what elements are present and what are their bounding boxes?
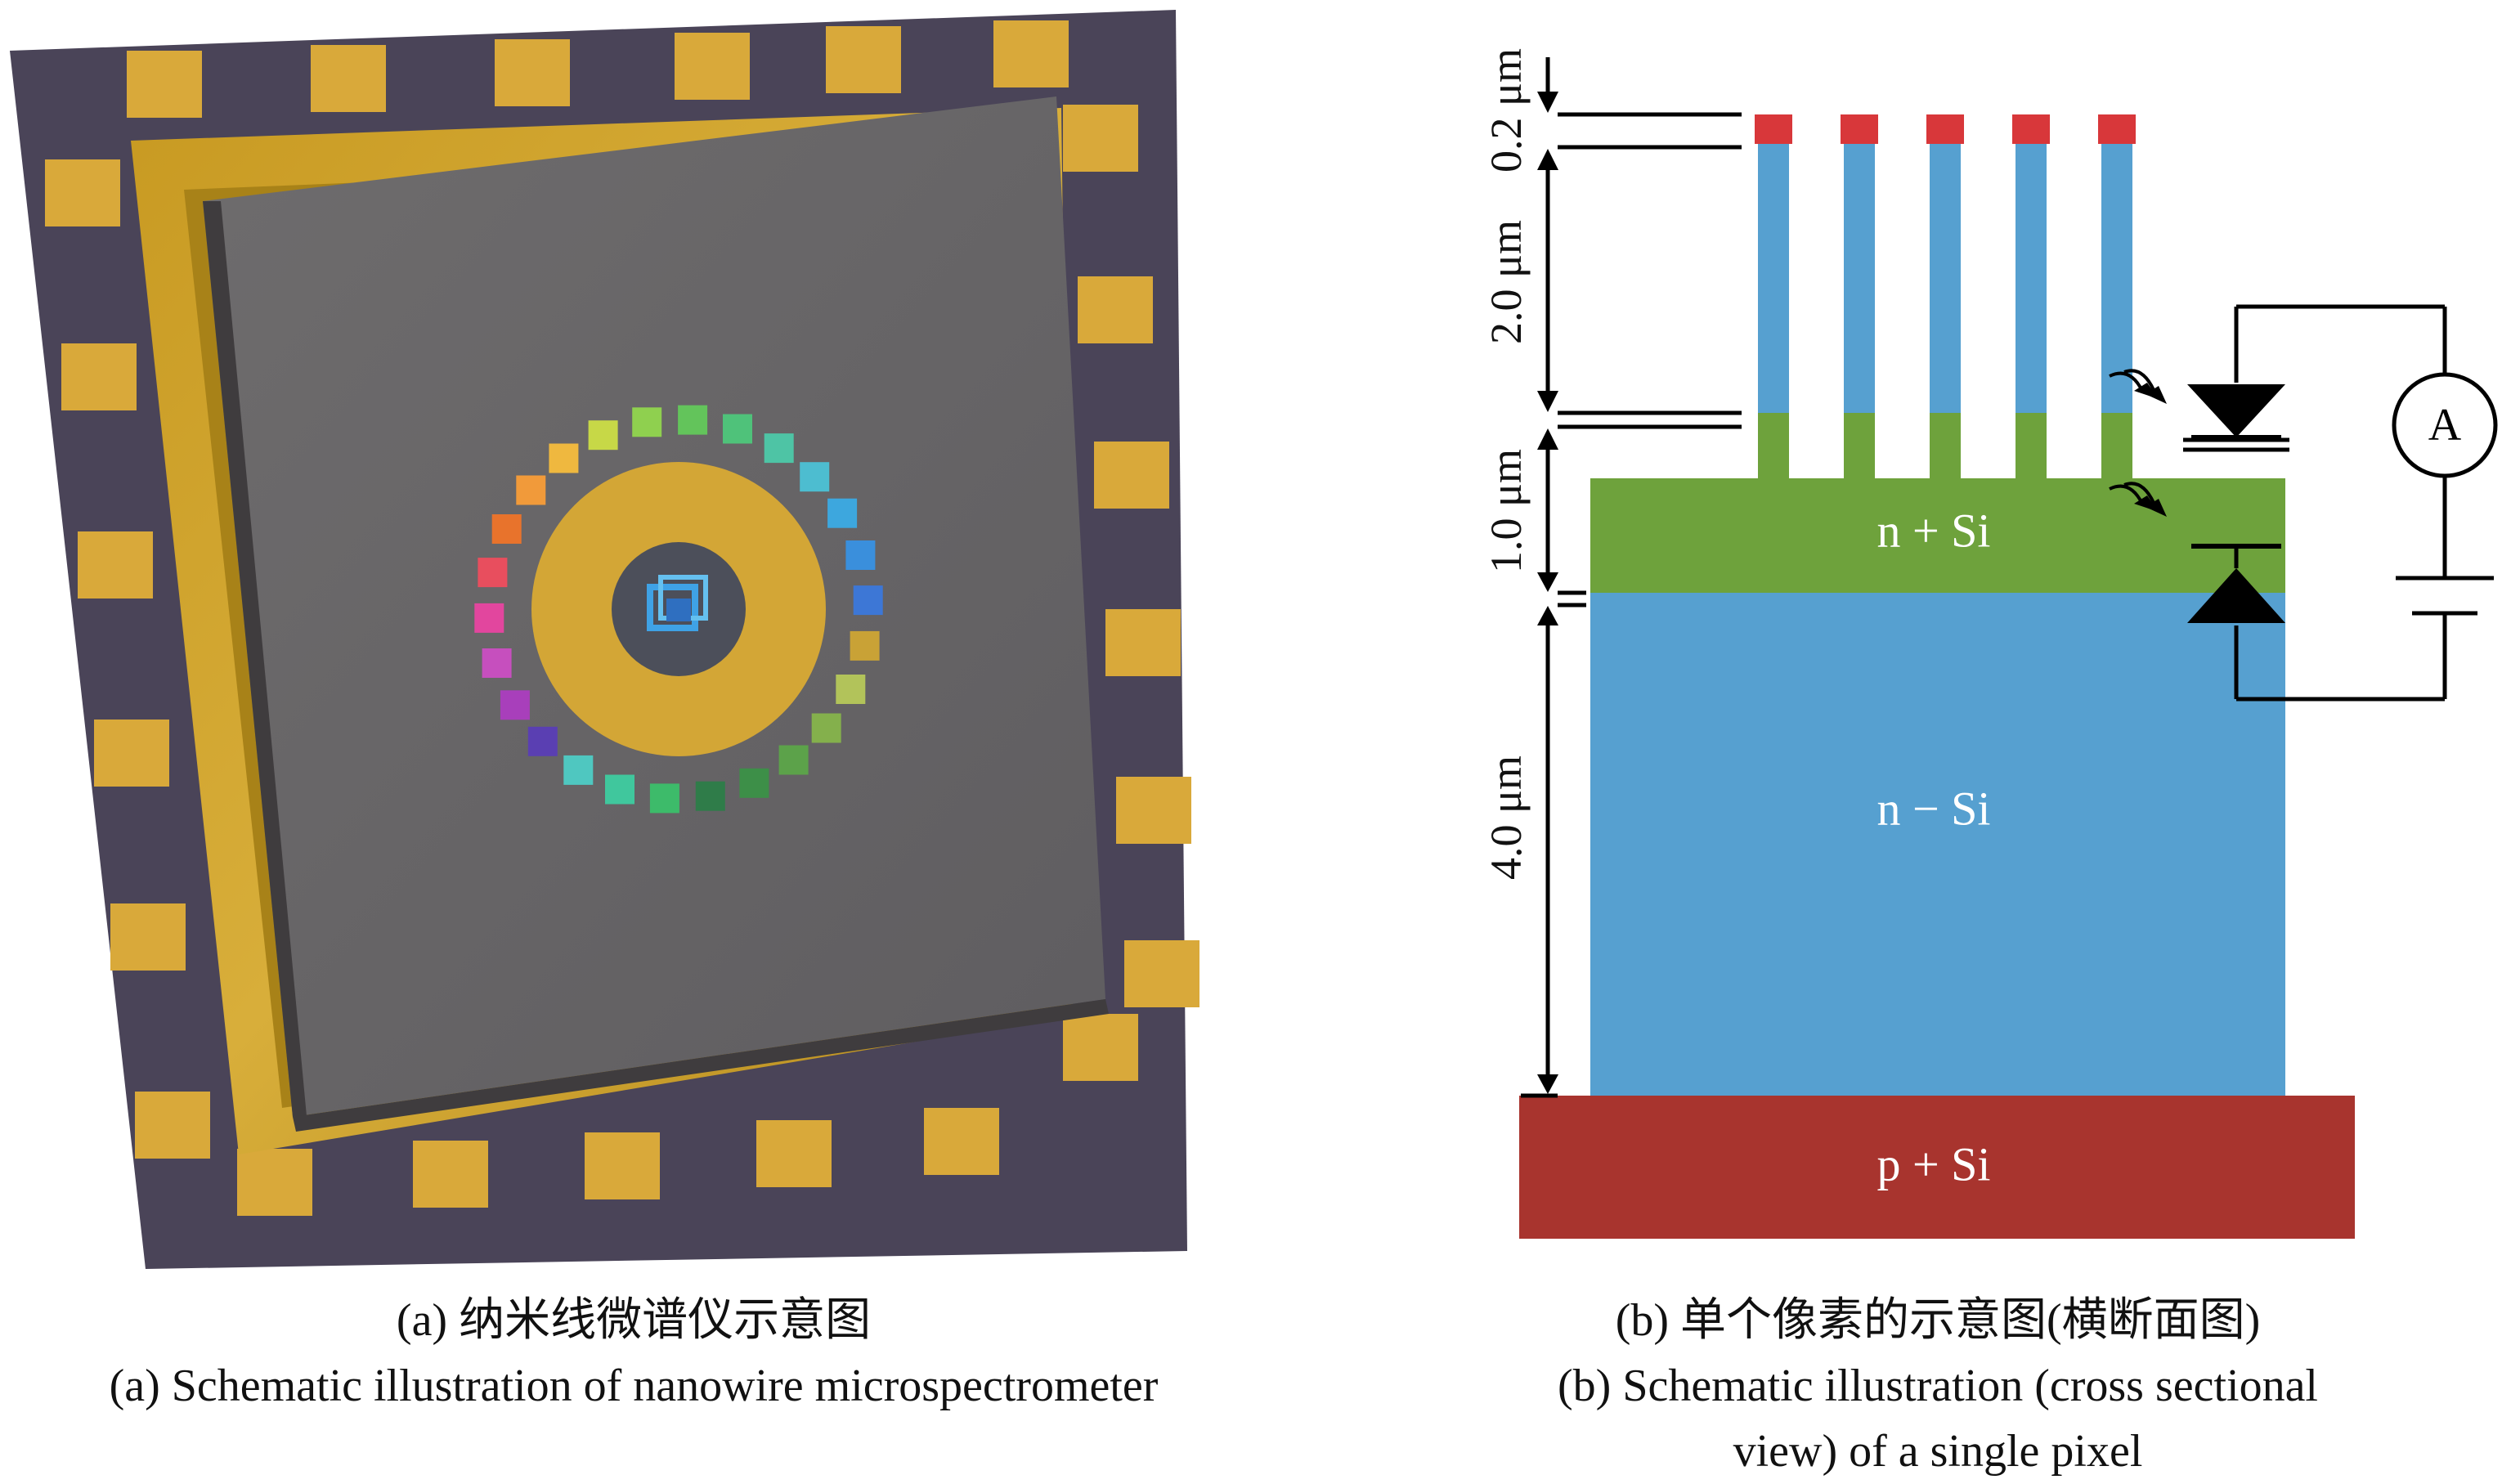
nanowire-base <box>1844 413 1875 478</box>
caption-a-chinese: (a) 纳米线微谱仪示意图 <box>396 1295 872 1346</box>
bond-pad <box>826 26 901 93</box>
bond-pad <box>1078 276 1153 343</box>
bond-pad <box>1116 777 1191 844</box>
bond-pad <box>45 159 120 226</box>
spectral-filter-square <box>845 540 876 570</box>
nanowire-base <box>1930 413 1961 478</box>
bond-pad <box>110 903 186 971</box>
nanowire <box>2101 143 2132 413</box>
spectral-filter-square <box>482 648 512 678</box>
spectral-filter-square <box>588 420 618 451</box>
nanowire-array-icon <box>647 575 708 631</box>
bond-pad <box>61 343 137 410</box>
spectral-filter-square <box>632 407 662 437</box>
bond-pad <box>1105 609 1181 676</box>
spectral-filter-square <box>500 690 530 720</box>
spectral-filter-square <box>853 585 883 616</box>
caption-b-chinese: (b) 单个像素的示意图(横断面图) <box>1615 1295 2261 1346</box>
spectral-filter-square <box>836 675 866 704</box>
bond-pad <box>924 1108 999 1175</box>
spectral-filter-square <box>850 630 880 661</box>
label-n-minus-si: n − Si <box>1877 782 1990 835</box>
n-plus-layer <box>1590 478 2285 593</box>
spectral-filter-square <box>739 768 769 798</box>
nanowire-base <box>2101 413 2132 478</box>
bond-pad <box>311 45 386 112</box>
bond-pad <box>585 1132 660 1199</box>
caption-b-english-line1: (b) Schematic illustration (cross sectio… <box>1558 1361 2318 1411</box>
nanowire-cap <box>2012 114 2050 144</box>
diode-lower-icon <box>2187 568 2285 623</box>
spectral-filter-square <box>605 774 634 805</box>
p-plus-substrate <box>1519 1096 2355 1239</box>
dim-label-n-minus: 4.0 μm <box>1482 755 1531 880</box>
nanowire-cap <box>2098 114 2136 144</box>
spectral-filter-square <box>516 475 546 505</box>
nanowire-cap <box>1841 114 1878 144</box>
dim-label-nanowire: 2.0 μm <box>1482 220 1531 344</box>
bond-pad <box>94 720 169 787</box>
bond-pad <box>1063 105 1138 172</box>
diode-upper-icon <box>2187 384 2285 437</box>
bond-pads <box>45 20 1199 1216</box>
spectral-filter-square <box>478 558 508 588</box>
spectral-filter-square <box>764 433 794 464</box>
spectral-filter-square <box>678 405 708 435</box>
spectral-filter-square <box>563 755 594 785</box>
nanowire <box>1844 143 1875 413</box>
nanowire <box>1758 143 1789 413</box>
spectral-filter-square <box>723 414 752 444</box>
n-minus-layer <box>1590 593 2285 1096</box>
spectral-filter-square <box>474 603 504 633</box>
bond-pad <box>756 1120 832 1187</box>
panel-b-pixel-cross-section: n + Si n − Si p + Si 0.2 μm 2.0 <box>1482 48 2498 1239</box>
dimension-lines <box>1521 57 1742 1098</box>
nanowire-cap <box>1755 114 1792 144</box>
nanowire-base <box>1758 413 1789 478</box>
spectral-filter-square <box>527 726 558 756</box>
caption-panel-a: (a) 纳米线微谱仪示意图 (a) Schematic illustration… <box>0 1288 1267 1419</box>
bond-pad <box>1124 940 1199 1007</box>
dim-label-cap: 0.2 μm <box>1482 48 1531 173</box>
caption-a-english: (a) Schematic illustration of nanowire m… <box>109 1361 1159 1411</box>
caption-b-english-line2: view) of a single pixel <box>1733 1426 2143 1477</box>
bond-pad <box>413 1141 488 1208</box>
bond-pad <box>993 20 1069 87</box>
bond-pad <box>675 33 750 100</box>
spectral-filter-square <box>827 498 858 528</box>
label-p-plus-si: p + Si <box>1877 1137 1990 1190</box>
dim-label-n-plus: 1.0 μm <box>1482 449 1531 573</box>
spectral-filter-square <box>778 745 809 775</box>
bond-pad <box>1063 1014 1138 1081</box>
spectral-filter-square <box>649 783 679 814</box>
light-arrowheads <box>2134 383 2167 517</box>
spectral-filter-square <box>695 781 725 811</box>
nanowire <box>1930 143 1961 413</box>
spectral-filter-square <box>549 443 579 473</box>
chip-bottom-shade <box>293 999 1109 1132</box>
bond-pad <box>78 531 153 599</box>
spectral-filter-square <box>811 713 841 743</box>
spectral-filter-square <box>800 462 830 492</box>
bond-pad <box>135 1092 210 1159</box>
nanowire-base <box>2016 413 2047 478</box>
label-n-plus-si: n + Si <box>1877 504 1990 557</box>
spectral-filter-square <box>491 514 522 544</box>
ammeter-icon <box>2392 372 2498 478</box>
nanowire <box>2016 143 2047 413</box>
chip-side-shade <box>203 201 307 1117</box>
bond-pad <box>1094 442 1169 509</box>
dimension-arrowheads <box>1537 92 1558 1094</box>
filter-ring <box>474 405 883 814</box>
ammeter-label: A <box>2428 400 2462 451</box>
panel-a-microspectrometer <box>10 10 1199 1269</box>
bond-pad <box>127 51 202 118</box>
caption-panel-b: (b) 单个像素的示意图(横断面图) (b) Schematic illustr… <box>1455 1288 2420 1484</box>
nanowire-array <box>1755 114 2136 478</box>
nanowire-cap <box>1926 114 1964 144</box>
bond-pad <box>237 1149 312 1216</box>
bond-pad <box>495 39 570 106</box>
